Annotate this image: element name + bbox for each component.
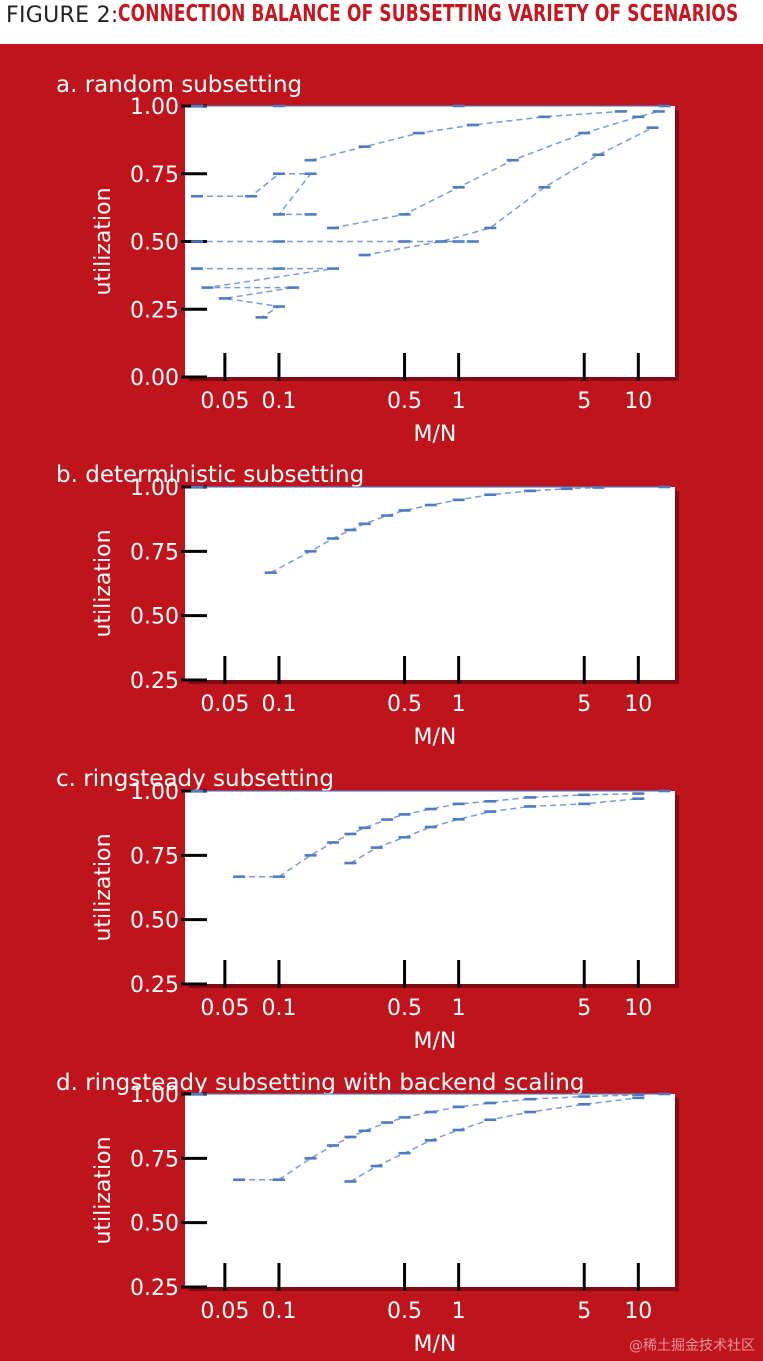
x-tick-label: 0.1 [261, 1299, 296, 1324]
x-tick-label: 1 [452, 996, 466, 1021]
x-tick-label: 0.05 [200, 996, 249, 1021]
x-tick-label: 10 [624, 692, 652, 717]
x-tick-label: 0.5 [387, 389, 422, 414]
x-tick-label: 1 [452, 1299, 466, 1324]
y-tick-label: 1.00 [130, 95, 179, 120]
x-tick-label: 5 [577, 1299, 591, 1324]
x-tick-label: 0.1 [261, 996, 296, 1021]
chart-panel-c: c. ringsteady subsetting 0.25 0.50 0.75 1.00… [56, 766, 679, 1054]
x-tick-label: 10 [624, 996, 652, 1021]
watermark: @稀土掘金技术社区 [629, 1335, 755, 1355]
x-tick-label: 0.05 [200, 692, 249, 717]
x-tick-label: 0.1 [261, 692, 296, 717]
data-point [647, 126, 659, 129]
y-tick-label: 0.75 [130, 844, 179, 869]
chart-title: a. random subsetting [56, 72, 302, 98]
plot-area [185, 487, 675, 680]
x-tick-label: 10 [624, 389, 652, 414]
data-point [305, 854, 317, 857]
data-point [344, 1180, 356, 1183]
y-tick-label: 1.00 [130, 476, 179, 501]
data-point [305, 1157, 317, 1160]
chart-panel-a: a. random subsetting 0.00 0.25 0.50 0.75 1.00… [56, 72, 679, 447]
x-tick-label: 0.5 [387, 1299, 422, 1324]
y-tick-label: 0.50 [130, 909, 179, 934]
y-tick-label: 0.75 [130, 163, 179, 188]
y-axis-label: utilization [91, 529, 116, 637]
y-tick-label: 0.25 [130, 973, 179, 998]
data-point [632, 1097, 644, 1100]
x-axis-label: M/N [413, 725, 456, 750]
data-point [344, 862, 356, 865]
y-tick-label: 0.25 [130, 1276, 179, 1301]
y-tick-label: 0.25 [130, 298, 179, 323]
x-tick-label: 0.5 [387, 692, 422, 717]
x-axis-label: M/N [413, 1029, 456, 1054]
chart-panel-d: d. ringsteady subsetting with backend sc… [56, 1070, 679, 1357]
chart-title: b. deterministic subsetting [56, 462, 364, 488]
y-tick-label: 1.00 [130, 1083, 179, 1108]
x-tick-label: 0.05 [200, 1299, 249, 1324]
y-tick-label: 0.00 [130, 366, 179, 391]
y-tick-label: 0.50 [130, 605, 179, 630]
x-tick-label: 5 [577, 692, 591, 717]
y-tick-label: 0.50 [130, 1212, 179, 1237]
x-tick-label: 0.05 [200, 389, 249, 414]
y-tick-label: 0.75 [130, 540, 179, 565]
x-tick-label: 5 [577, 996, 591, 1021]
x-tick-label: 0.5 [387, 996, 422, 1021]
x-tick-label: 5 [577, 389, 591, 414]
x-axis-label: M/N [413, 422, 456, 447]
y-axis-label: utilization [91, 1136, 116, 1244]
x-axis-label: M/N [413, 1332, 456, 1357]
y-axis-label: utilization [91, 833, 116, 941]
chart-title: c. ringsteady subsetting [56, 766, 334, 792]
y-tick-label: 0.50 [130, 231, 179, 256]
x-tick-label: 10 [624, 1299, 652, 1324]
y-tick-label: 1.00 [130, 780, 179, 805]
y-tick-label: 0.25 [130, 669, 179, 694]
plot-area [185, 791, 675, 984]
x-tick-label: 0.1 [261, 389, 296, 414]
chart-panel-b: b. deterministic subsetting 0.25 0.50 0.75 1… [56, 462, 679, 750]
y-tick-label: 0.75 [130, 1147, 179, 1172]
plot-area [185, 1094, 675, 1287]
x-tick-label: 1 [452, 692, 466, 717]
x-tick-label: 1 [452, 389, 466, 414]
y-axis-label: utilization [91, 187, 116, 295]
data-point [592, 153, 604, 156]
